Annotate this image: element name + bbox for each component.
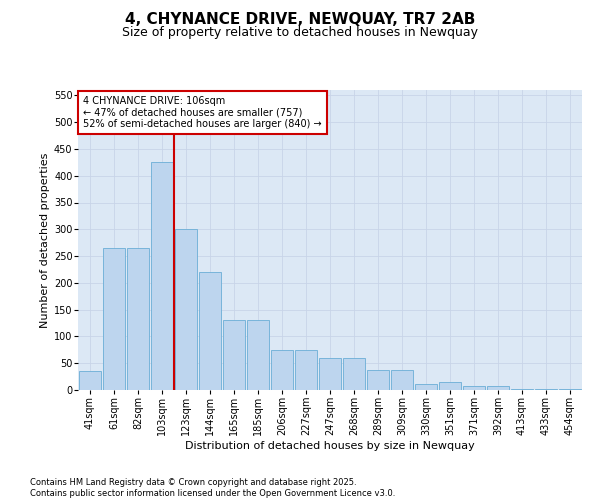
Bar xyxy=(271,350,293,390)
Text: 4 CHYNANCE DRIVE: 106sqm
← 47% of detached houses are smaller (757)
52% of semi-: 4 CHYNANCE DRIVE: 106sqm ← 47% of detach… xyxy=(83,96,322,129)
Bar xyxy=(415,384,437,390)
Bar xyxy=(295,350,317,390)
Bar xyxy=(79,371,101,390)
Bar xyxy=(367,370,389,390)
Bar xyxy=(175,230,197,390)
Bar xyxy=(463,386,485,390)
Bar xyxy=(535,389,557,390)
Bar xyxy=(439,382,461,390)
X-axis label: Distribution of detached houses by size in Newquay: Distribution of detached houses by size … xyxy=(185,440,475,450)
Bar xyxy=(103,248,125,390)
Y-axis label: Number of detached properties: Number of detached properties xyxy=(40,152,50,328)
Text: 4, CHYNANCE DRIVE, NEWQUAY, TR7 2AB: 4, CHYNANCE DRIVE, NEWQUAY, TR7 2AB xyxy=(125,12,475,28)
Bar xyxy=(319,358,341,390)
Text: Size of property relative to detached houses in Newquay: Size of property relative to detached ho… xyxy=(122,26,478,39)
Bar xyxy=(151,162,173,390)
Bar xyxy=(127,248,149,390)
Bar xyxy=(391,370,413,390)
Text: Contains HM Land Registry data © Crown copyright and database right 2025.
Contai: Contains HM Land Registry data © Crown c… xyxy=(30,478,395,498)
Bar xyxy=(487,386,509,390)
Bar xyxy=(199,272,221,390)
Bar xyxy=(223,320,245,390)
Bar xyxy=(511,389,533,390)
Bar xyxy=(247,320,269,390)
Bar xyxy=(343,358,365,390)
